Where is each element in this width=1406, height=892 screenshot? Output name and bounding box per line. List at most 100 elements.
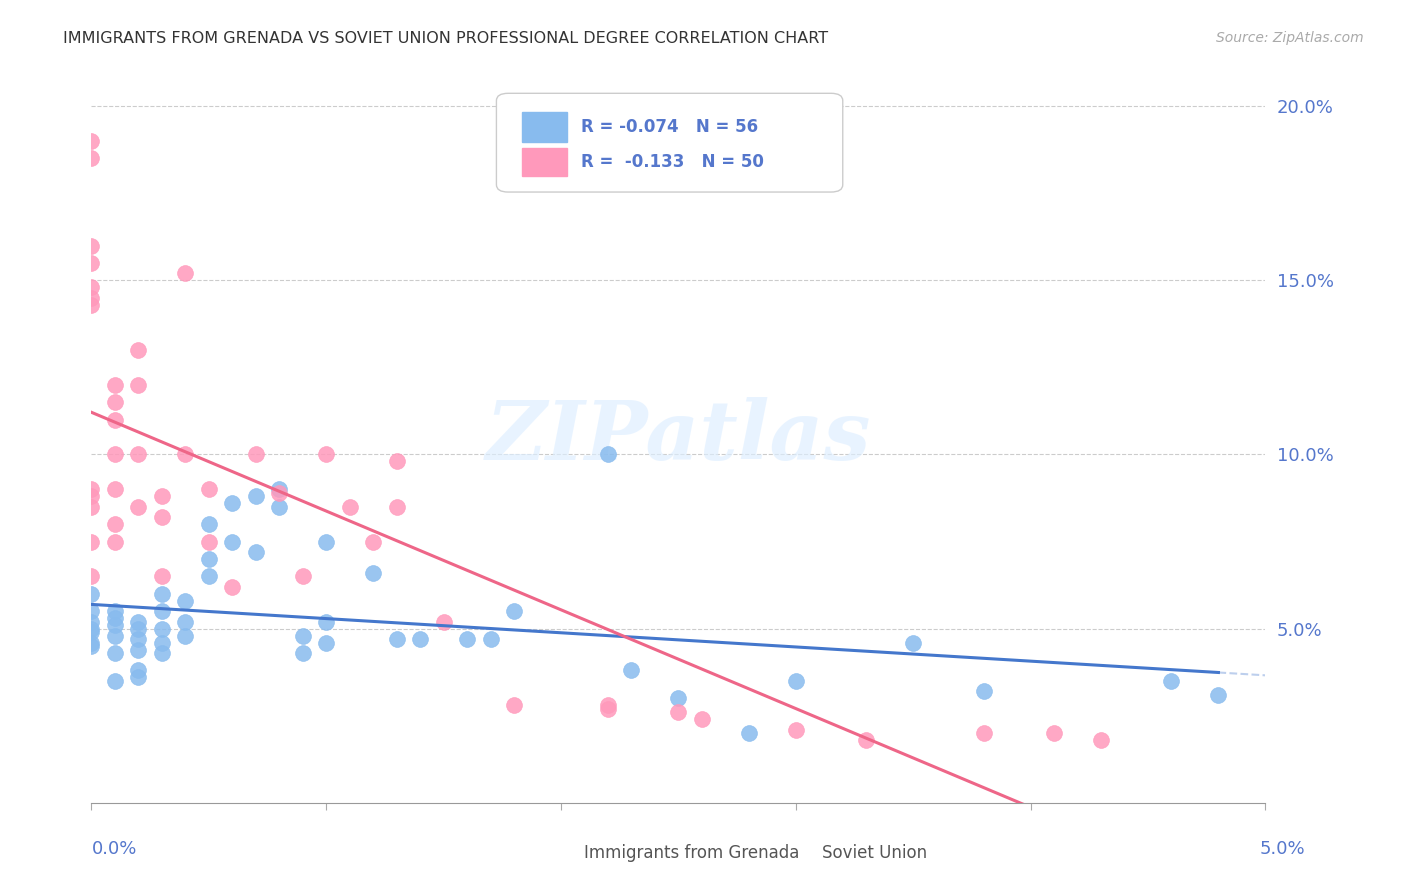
Point <box>80 256 103 270</box>
Point <box>104 618 127 632</box>
Bar <box>555 844 576 863</box>
Point <box>339 500 361 514</box>
Point <box>104 448 127 462</box>
Point <box>1090 733 1112 747</box>
Point <box>269 483 291 497</box>
Point <box>104 377 127 392</box>
Point <box>738 726 761 740</box>
Point <box>291 569 314 583</box>
Point <box>80 280 103 294</box>
Point <box>104 604 127 618</box>
Point <box>1043 726 1066 740</box>
Point <box>80 635 103 649</box>
Point <box>80 604 103 618</box>
Point <box>197 517 219 532</box>
Point <box>596 702 619 716</box>
Point <box>127 500 149 514</box>
Point <box>855 733 877 747</box>
Point <box>221 580 243 594</box>
Point <box>80 134 103 148</box>
Point <box>479 632 502 646</box>
Point <box>361 534 384 549</box>
Point <box>104 611 127 625</box>
Point <box>80 152 103 166</box>
Point <box>104 412 127 426</box>
Point <box>150 587 173 601</box>
Point <box>503 698 526 713</box>
Point <box>104 629 127 643</box>
Point <box>104 673 127 688</box>
Point <box>221 534 243 549</box>
Point <box>127 343 149 357</box>
Point <box>245 448 267 462</box>
Point <box>80 483 103 497</box>
Point <box>1208 688 1230 702</box>
Text: ZIPatlas: ZIPatlas <box>485 397 872 477</box>
Point <box>174 629 197 643</box>
Point <box>80 569 103 583</box>
Point <box>80 238 103 252</box>
Point <box>80 625 103 640</box>
Point <box>80 534 103 549</box>
Point <box>174 615 197 629</box>
Text: R = -0.074   N = 56: R = -0.074 N = 56 <box>581 118 758 136</box>
Point <box>409 632 432 646</box>
Point <box>245 489 267 503</box>
Point <box>291 629 314 643</box>
Point <box>127 670 149 684</box>
Text: Source: ZipAtlas.com: Source: ZipAtlas.com <box>1216 31 1364 45</box>
FancyBboxPatch shape <box>496 94 842 192</box>
Point <box>503 604 526 618</box>
Point <box>127 448 149 462</box>
Point <box>361 566 384 580</box>
Point <box>150 646 173 660</box>
Text: 0.0%: 0.0% <box>91 840 136 858</box>
Point <box>666 691 689 706</box>
Point <box>785 673 807 688</box>
Point <box>385 632 408 646</box>
Text: R =  -0.133   N = 50: R = -0.133 N = 50 <box>581 153 763 171</box>
Point <box>150 622 173 636</box>
Point <box>80 298 103 312</box>
Point <box>620 664 643 678</box>
Point <box>127 377 149 392</box>
Point <box>127 622 149 636</box>
Point <box>80 489 103 503</box>
Point <box>127 664 149 678</box>
Point <box>127 642 149 657</box>
Point <box>596 698 619 713</box>
Point <box>174 266 197 280</box>
Bar <box>522 112 567 143</box>
Point <box>150 489 173 503</box>
Point <box>80 622 103 636</box>
Point <box>973 684 995 698</box>
Point <box>1160 673 1182 688</box>
Point <box>104 534 127 549</box>
Point <box>197 569 219 583</box>
Point <box>127 615 149 629</box>
Point <box>245 545 267 559</box>
Point <box>385 500 408 514</box>
Point <box>104 483 127 497</box>
Point <box>197 534 219 549</box>
Point <box>315 448 337 462</box>
Point <box>174 448 197 462</box>
Point <box>315 635 337 649</box>
Point <box>80 587 103 601</box>
Point <box>80 639 103 653</box>
Point <box>903 635 925 649</box>
Point <box>104 517 127 532</box>
Point <box>973 726 995 740</box>
Point <box>785 723 807 737</box>
Point <box>456 632 478 646</box>
Point <box>150 510 173 524</box>
Point <box>269 500 291 514</box>
Point <box>80 291 103 305</box>
Point <box>197 483 219 497</box>
Text: Soviet Union: Soviet Union <box>821 844 927 862</box>
Point <box>690 712 713 726</box>
Point <box>291 646 314 660</box>
Point <box>80 500 103 514</box>
Point <box>174 594 197 608</box>
Bar <box>790 844 811 863</box>
